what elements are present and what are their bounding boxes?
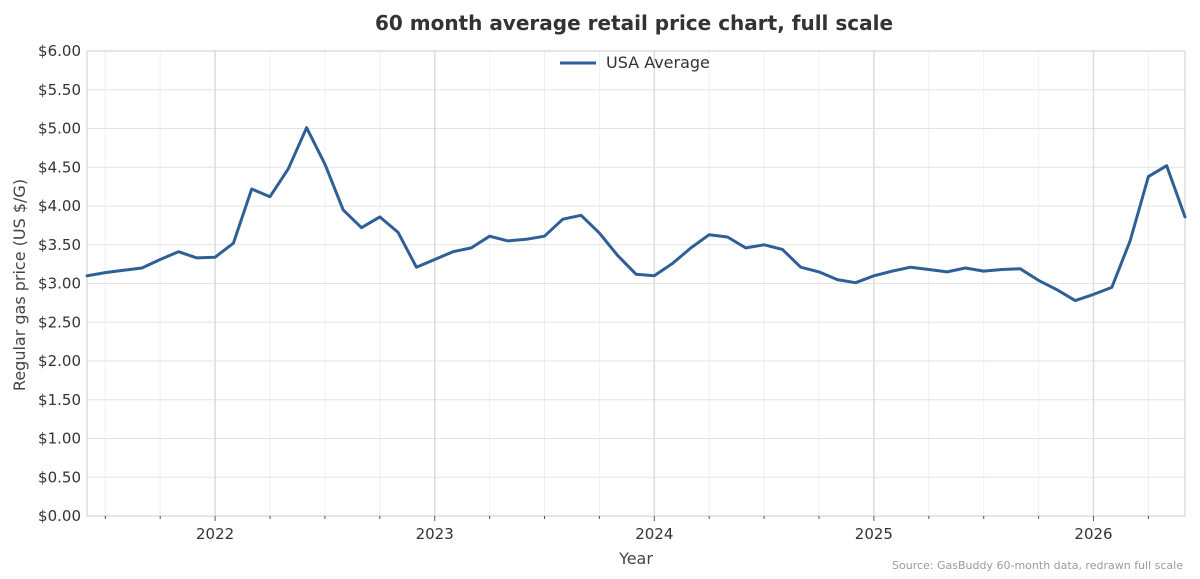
chart-title: 60 month average retail price chart, ful… bbox=[375, 11, 893, 35]
legend: USA Average bbox=[560, 53, 710, 72]
series-line-usa-average bbox=[85, 126, 1187, 303]
series-layer bbox=[85, 126, 1187, 303]
plot-area-frame bbox=[86, 50, 1186, 517]
legend-label-usa-average: USA Average bbox=[606, 53, 710, 72]
y-tick-label: $1.50 bbox=[38, 391, 81, 409]
y-tick-label: $2.50 bbox=[38, 313, 81, 331]
x-tick-label: 2024 bbox=[635, 525, 673, 543]
y-tick-label: $1.00 bbox=[38, 430, 81, 448]
x-axis: 2022 2023 2024 2025 2026 bbox=[104, 516, 1149, 543]
x-axis-label: Year bbox=[618, 549, 653, 568]
x-tick-label: 2026 bbox=[1074, 525, 1112, 543]
source-note: Source: GasBuddy 60-month data, redrawn … bbox=[892, 559, 1183, 572]
y-tick-label: $2.00 bbox=[38, 352, 81, 370]
y-tick-label: $0.50 bbox=[38, 468, 81, 486]
y-tick-label: $4.50 bbox=[38, 158, 81, 176]
y-tick-label: $3.00 bbox=[38, 275, 81, 293]
y-tick-label: $5.00 bbox=[38, 120, 81, 138]
x-tick-label: 2023 bbox=[416, 525, 454, 543]
y-tick-label: $0.00 bbox=[38, 507, 81, 525]
y-tick-label: $5.50 bbox=[38, 81, 81, 99]
grid bbox=[87, 50, 1185, 517]
y-tick-label: $4.00 bbox=[38, 197, 81, 215]
y-tick-label: $3.50 bbox=[38, 236, 81, 254]
y-tick-label: $6.00 bbox=[38, 42, 81, 60]
y-axis: $0.00 $0.50 $1.00 $1.50 $2.00 $2.50 $3.00 $3.50… bbox=[38, 42, 81, 525]
x-tick-label: 2022 bbox=[196, 525, 234, 543]
y-axis-label: Regular gas price (US $/G) bbox=[10, 179, 29, 391]
x-tick-label: 2025 bbox=[855, 525, 893, 543]
